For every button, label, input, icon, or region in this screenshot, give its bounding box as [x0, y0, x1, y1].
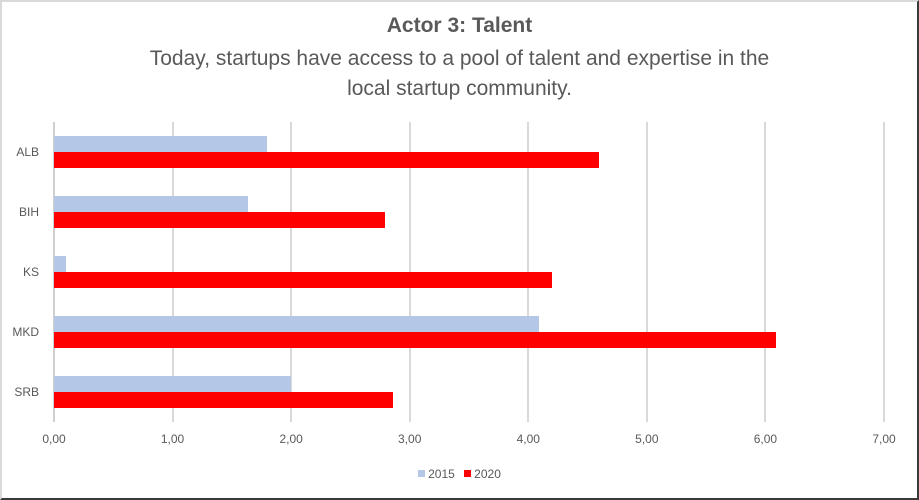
x-tick-label: 5,00 — [635, 432, 659, 446]
x-tick-label: 1,00 — [160, 432, 185, 446]
bar-ks-2020[interactable] — [54, 272, 552, 288]
chart-subtitle: Today, startups have access to a pool of… — [0, 44, 919, 104]
legend-item-2020[interactable]: 2020 — [464, 467, 501, 481]
category-label: BIH — [18, 205, 39, 219]
chart-title: Actor 3: Talent — [386, 14, 533, 37]
x-tick-label: 3,00 — [398, 432, 422, 446]
bar-bih-2015[interactable] — [54, 196, 249, 212]
gridline — [883, 122, 885, 422]
bar-bih-2020[interactable] — [54, 212, 385, 228]
category-label: SRB — [14, 385, 39, 399]
legend-label-2015: 2015 — [428, 466, 455, 481]
subtitle-line-2: local startup community. — [347, 77, 572, 100]
plot-area — [53, 122, 885, 422]
x-tick-label: 2,00 — [279, 432, 303, 446]
legend-item-2015[interactable]: 2015 — [418, 467, 455, 481]
bar-alb-2015[interactable] — [54, 136, 268, 152]
x-tick-label: 4,00 — [516, 432, 540, 446]
gridline — [645, 122, 648, 422]
bar-srb-2020[interactable] — [54, 392, 394, 408]
legend: 2015 2020 — [0, 466, 919, 481]
legend-swatch-2020 — [464, 470, 472, 477]
x-tick-label: 6,00 — [753, 432, 778, 446]
x-tick-label: 7,00 — [872, 432, 896, 446]
category-label: KS — [22, 265, 39, 279]
legend-label-2020: 2020 — [474, 466, 501, 481]
category-label: MKD — [12, 325, 39, 339]
x-tick-label: 0,00 — [42, 432, 66, 446]
legend-swatch-2015 — [418, 470, 426, 477]
bar-alb-2020[interactable] — [54, 152, 600, 168]
bar-ks-2015[interactable] — [54, 256, 66, 272]
category-label: ALB — [16, 145, 39, 159]
subtitle-line-1: Today, startups have access to a pool of… — [149, 47, 770, 70]
gridline — [764, 122, 767, 422]
bar-mkd-2020[interactable] — [54, 332, 777, 348]
bar-srb-2015[interactable] — [54, 376, 292, 392]
bar-mkd-2015[interactable] — [54, 316, 539, 332]
